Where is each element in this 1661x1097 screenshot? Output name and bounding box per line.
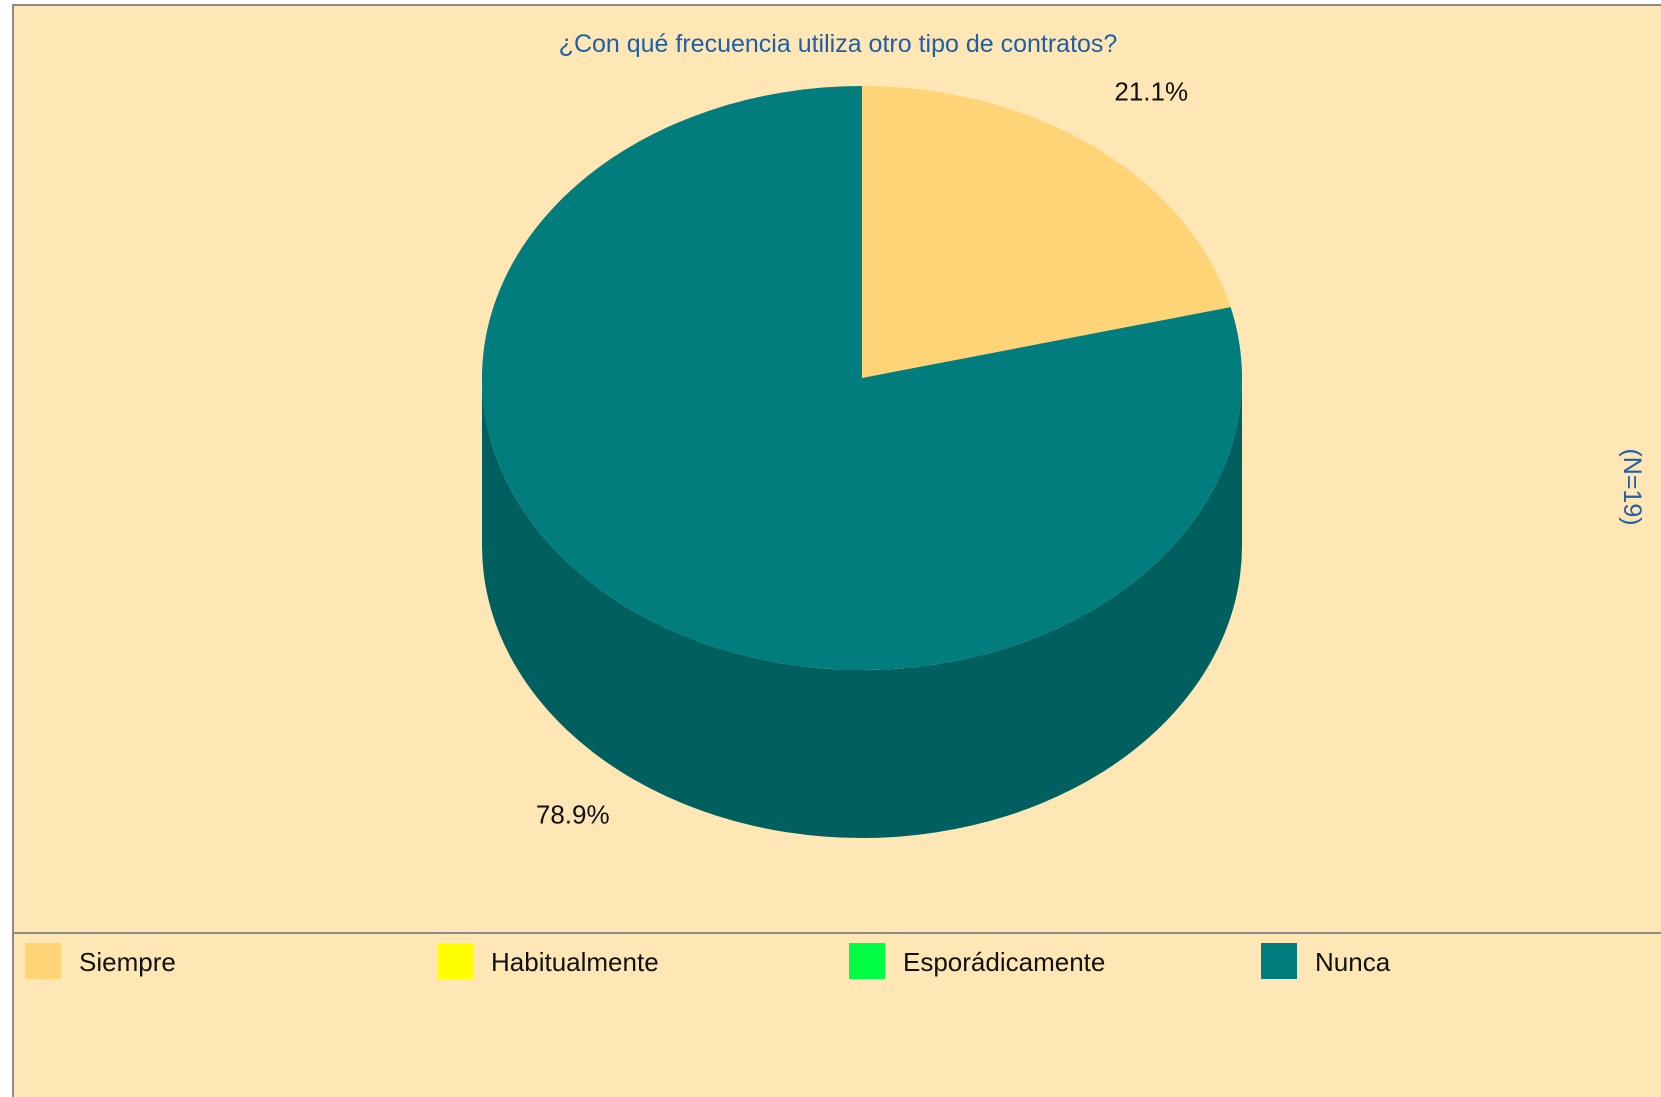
pie-sides [482, 378, 1242, 838]
legend-label-siempre: Siempre [79, 947, 176, 977]
legend-swatch-esporadicamente [849, 943, 885, 979]
slice-labels: 21.1% 78.9% [536, 77, 1188, 830]
legend-item-siempre: Siempre [25, 943, 176, 979]
legend-item-habitualmente: Habitualmente [437, 943, 659, 979]
chart-title: ¿Con qué frecuencia utiliza otro tipo de… [559, 30, 1118, 58]
legend-swatch-nunca [1261, 943, 1297, 979]
legend-label-habitualmente: Habitualmente [491, 947, 659, 977]
legend: Siempre Habitualmente Esporádicamente Nunca [25, 943, 1391, 979]
slice-value-label-nunca: 78.9% [536, 799, 610, 829]
legend-item-nunca: Nunca [1261, 943, 1391, 979]
legend-swatch-habitualmente [437, 943, 473, 979]
legend-swatch-siempre [25, 943, 61, 979]
legend-label-nunca: Nunca [1315, 947, 1391, 977]
pie-slices [482, 86, 1242, 670]
legend-label-esporadicamente: Esporádicamente [903, 947, 1105, 977]
sample-size-label: (N=19) [1618, 448, 1646, 525]
pie-slice-siempre [862, 86, 1231, 378]
pie-slice-nunca [482, 86, 1242, 670]
legend-item-esporadicamente: Esporádicamente [849, 943, 1105, 979]
slice-value-label-siempre: 21.1% [1114, 77, 1188, 107]
pie-side-nunca [482, 378, 1242, 838]
